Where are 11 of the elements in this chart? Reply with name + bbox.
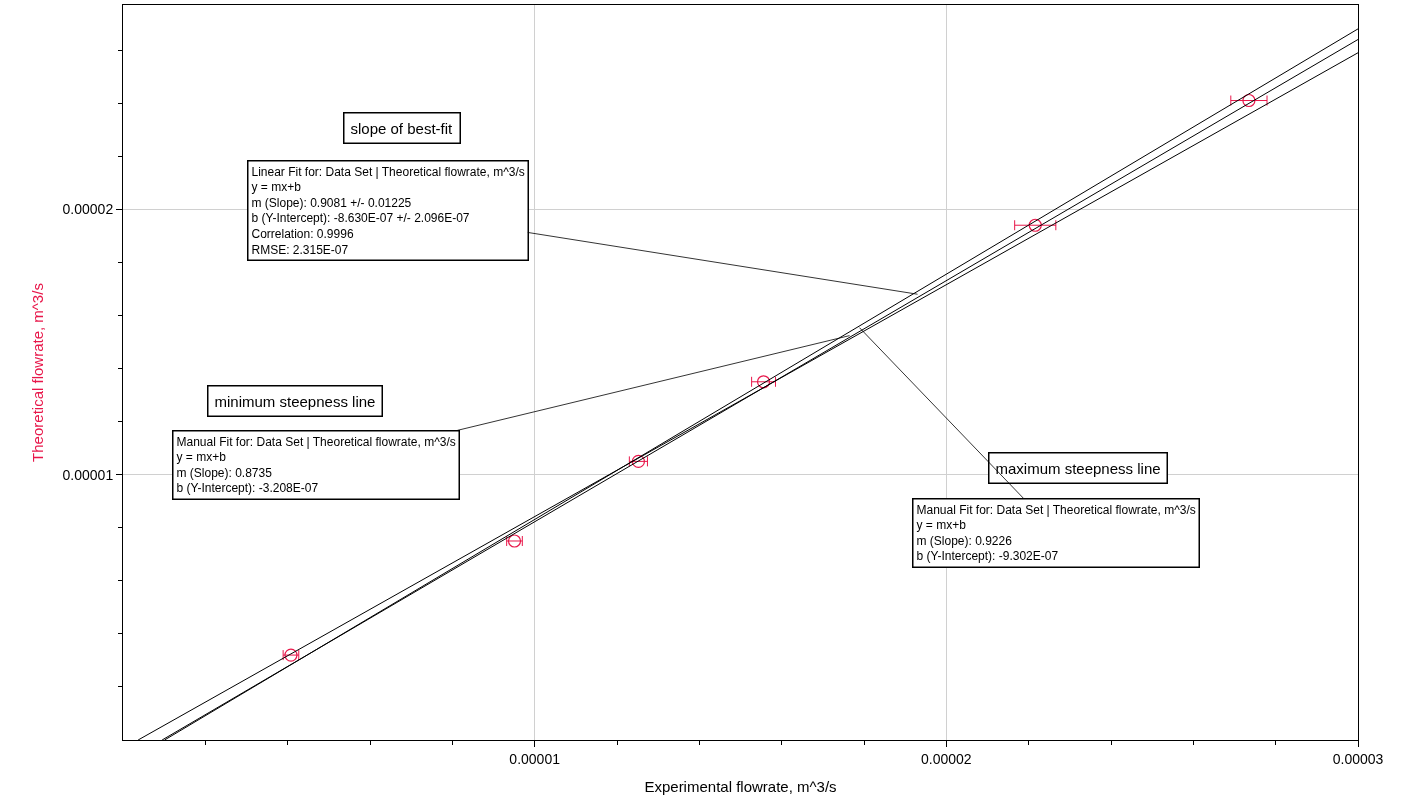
x-tick-label: 0.00003 <box>1332 750 1384 767</box>
annotation: maximum steepness line <box>995 459 1161 477</box>
annotation: Manual Fit for: Data Set | Theoretical flowrate, m^3/s y = mx+b m (Slope): 0.9226 b (Y-Intercept): -9.302E-07 <box>916 502 1196 564</box>
annotation: minimum steepness line <box>214 392 376 410</box>
x-tick-label: 0.00002 <box>921 750 972 767</box>
annotation: Manual Fit for: Data Set | Theoretical flowrate, m^3/s y = mx+b m (Slope): 0.8735 b (Y-Intercept): -3.208E-07 <box>176 434 456 496</box>
x-axis-title: Experimental flowrate, m^3/s <box>644 777 837 795</box>
x-tick-label: 0.00001 <box>509 750 561 767</box>
annotation: Linear Fit for: Data Set | Theoretical flowrate, m^3/s y = mx+b m (Slope): 0.9081 +/- 0.01225 b (Y-Intercept): -8.630E-07 +/- 2.096E-07 Correlation: 0.9996 RMSE: 2.315E-07 <box>251 164 525 257</box>
y-axis-title: Theoretical flowrate, m^3/s <box>28 283 46 462</box>
annotation: slope of best-fit <box>350 119 454 137</box>
